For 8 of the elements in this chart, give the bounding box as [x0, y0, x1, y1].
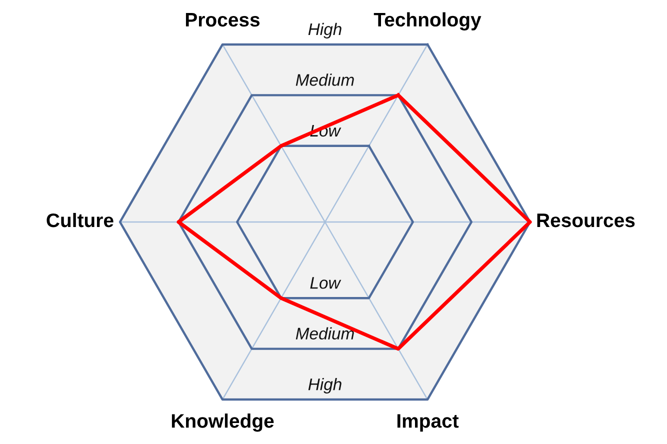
y-tick-label: Medium	[296, 74, 354, 86]
spoke-label: Culture	[46, 212, 114, 228]
y-tick-label: High	[308, 22, 342, 38]
spoke-label: Process	[186, 13, 260, 27]
spoke-label: Knowledge	[172, 414, 274, 432]
spoke-label: Technology	[374, 12, 482, 30]
spoke-label: Impact	[397, 414, 459, 432]
spoke-label: Resources	[537, 214, 635, 228]
